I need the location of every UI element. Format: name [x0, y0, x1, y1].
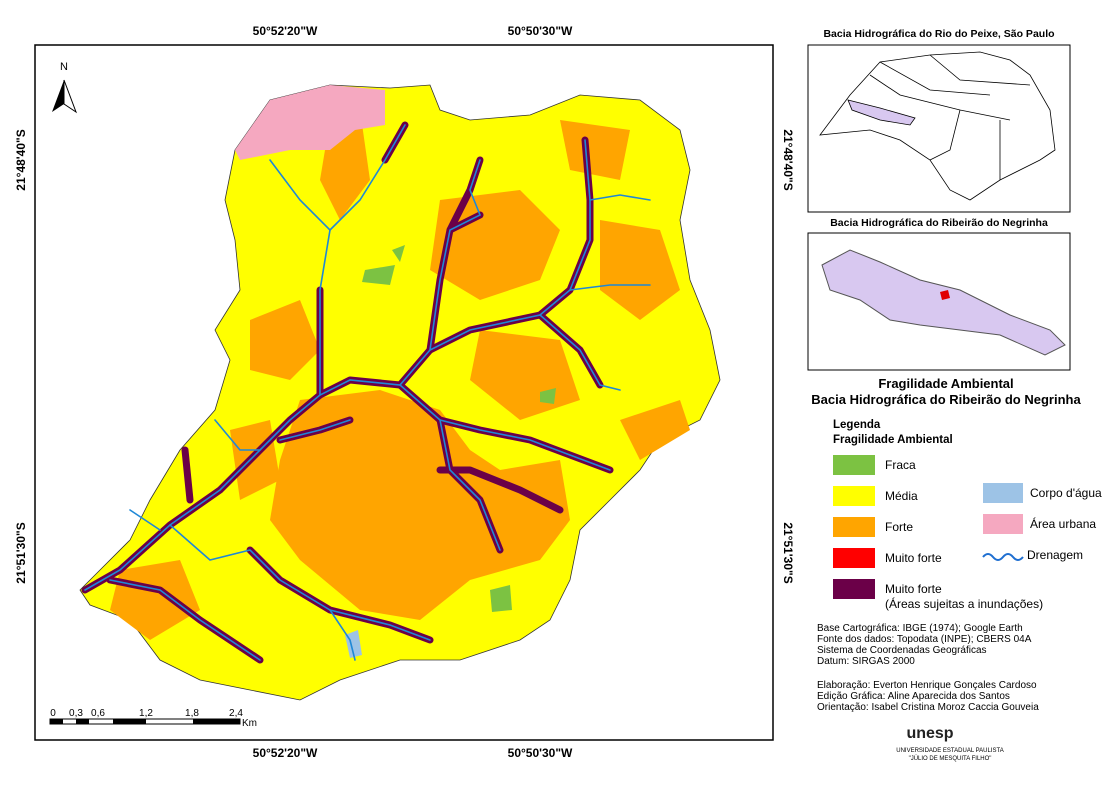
scale-label: 1,2 — [139, 708, 153, 719]
credit-line: Edição Gráfica: Aline Aparecida dos Sant… — [817, 691, 1010, 702]
north-arrow: N — [52, 61, 78, 114]
scale-unit: Km — [242, 718, 257, 729]
legend-swatch — [833, 548, 875, 568]
legend-label: Muito forte — [885, 582, 942, 596]
legend-swatch — [982, 553, 1024, 561]
coord-label: 50°52'20"W — [253, 746, 318, 760]
state-map — [819, 51, 1056, 201]
study-area — [940, 290, 950, 300]
scale-label: 2,4 — [229, 708, 243, 719]
legend-label: Muito forte — [885, 551, 942, 565]
credit-line: Sistema de Coordenadas Geográficas — [817, 645, 987, 656]
coord-label: 21°51'30"S — [14, 522, 28, 583]
basin-map — [79, 84, 721, 701]
map-title: Bacia Hidrográfica do Ribeirão do Negrin… — [811, 392, 1081, 407]
logo-subtitle: UNIVERSIDADE ESTADUAL PAULISTA — [896, 748, 1003, 754]
legend-label: Fraca — [885, 458, 916, 472]
credit-line: Orientação: Isabel Cristina Moroz Caccia… — [817, 702, 1039, 713]
coord-label: 21°48'40"S — [781, 129, 795, 190]
legend-label: (Áreas sujeitas a inundações) — [885, 596, 1043, 611]
legend-label: Corpo d'água — [1030, 486, 1102, 500]
legend-swatch — [983, 514, 1023, 534]
inset-title: Bacia Hidrográfica do Rio do Peixe, São … — [823, 28, 1054, 40]
basin-inset — [821, 249, 1066, 356]
coord-label: 50°50'30"W — [508, 746, 573, 760]
legend-swatch — [833, 455, 875, 475]
credit-line: Base Cartográfica: IBGE (1974); Google E… — [817, 623, 1023, 634]
legend-heading: Legenda — [833, 419, 881, 431]
legend-label: Média — [885, 489, 918, 503]
legend-swatch — [983, 483, 1023, 503]
logo-subtitle: "JÚLIO DE MESQUITA FILHO" — [909, 755, 992, 762]
legend-swatch — [833, 579, 875, 599]
legend-label: Forte — [885, 520, 913, 534]
logo: unesp — [906, 725, 953, 742]
coord-label: 50°52'20"W — [253, 24, 318, 38]
coord-label: 50°50'30"W — [508, 24, 573, 38]
scale-label: 0,3 — [69, 708, 83, 719]
credit-line: Fonte dos dados: Topodata (INPE); CBERS … — [817, 634, 1032, 645]
inset-title: Bacia Hidrográfica do Ribeirão do Negrin… — [830, 217, 1048, 229]
credit-line: Elaboração: Everton Henrique Gonçales Ca… — [817, 680, 1037, 691]
map-title: Fragilidade Ambiental — [878, 376, 1013, 391]
legend-heading: Fragilidade Ambiental — [833, 434, 953, 446]
north-label: N — [60, 61, 68, 73]
credits: Base Cartográfica: IBGE (1974); Google E… — [817, 623, 1039, 713]
scale-label: 0 — [50, 708, 56, 719]
coord-label: 21°48'40"S — [14, 129, 28, 190]
credit-line: Datum: SIRGAS 2000 — [817, 656, 915, 667]
legend-label: Drenagem — [1027, 548, 1083, 562]
legend-swatch — [833, 486, 875, 506]
scale-label: 1,8 — [185, 708, 199, 719]
scale-bar: 0 0,3 0,6 1,2 1,8 2,4Km — [49, 708, 257, 729]
scale-label: 0,6 — [91, 708, 105, 719]
coord-label: 21°51'30"S — [781, 522, 795, 583]
legend-swatch — [833, 517, 875, 537]
legend-label: Área urbana — [1030, 516, 1096, 531]
